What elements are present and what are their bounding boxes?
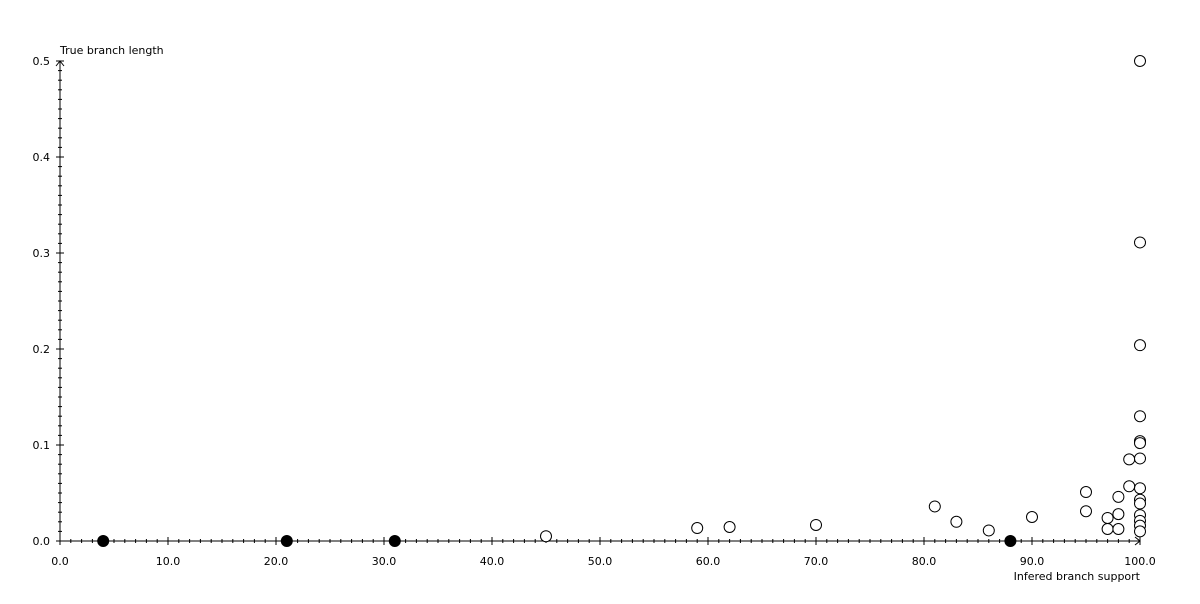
- open-data-point: [1101, 523, 1114, 535]
- open-data-point: [723, 520, 736, 533]
- open-data-point: [1112, 508, 1125, 521]
- open-data-point: [1134, 236, 1146, 249]
- open-data-point: [1026, 511, 1038, 523]
- filled-data-point: [1004, 535, 1017, 547]
- open-data-point: [982, 524, 995, 537]
- x-tick-label: 50.0: [588, 555, 613, 568]
- open-data-point: [1123, 453, 1136, 466]
- x-tick-label: 20.0: [264, 555, 289, 568]
- open-data-point: [1134, 410, 1146, 423]
- filled-data-point: [97, 535, 110, 547]
- x-tick-label: 10.0: [156, 555, 181, 568]
- y-tick-label: 0.2: [33, 343, 51, 356]
- open-data-point: [950, 515, 963, 528]
- x-tick-label: 0.0: [51, 555, 69, 568]
- open-data-point: [691, 522, 704, 535]
- y-tick-label: 0.4: [33, 151, 51, 164]
- open-data-point: [1123, 480, 1136, 493]
- x-axis-label: Infered branch support: [1014, 570, 1141, 583]
- x-tick-label: 60.0: [696, 555, 721, 568]
- y-tick-label: 0.3: [33, 247, 51, 260]
- axes: 0.0 10.0 20.0 30.0 40.0 50.0 60.0 70.0 80.0 90.0 1…: [33, 55, 1156, 568]
- open-data-point: [1112, 490, 1125, 503]
- x-tick-label: 90.0: [1020, 555, 1045, 568]
- open-data-point: [1080, 486, 1092, 499]
- x-tick-label: 40.0: [480, 555, 505, 568]
- x-tick-label: 80.0: [912, 555, 937, 568]
- x-tick-label: 100.0: [1124, 555, 1156, 568]
- open-data-point: [1134, 55, 1146, 67]
- open-data-point: [1101, 511, 1114, 524]
- filled-data-point: [280, 535, 293, 547]
- open-data-point: [928, 500, 941, 513]
- data-points: [97, 55, 1146, 547]
- y-tick-label: 0.1: [33, 439, 51, 452]
- open-data-point: [810, 518, 822, 531]
- open-data-point: [540, 530, 552, 543]
- y-tick-label: 0.0: [33, 535, 51, 548]
- open-data-point: [1134, 525, 1146, 538]
- open-data-point: [1134, 482, 1146, 495]
- open-data-point: [1080, 505, 1092, 518]
- x-tick-label: 70.0: [804, 555, 829, 568]
- open-data-point: [1134, 437, 1146, 450]
- filled-data-point: [388, 535, 401, 547]
- open-data-point: [1134, 452, 1146, 465]
- open-data-point: [1134, 339, 1146, 352]
- y-axis-label: True branch length: [59, 44, 164, 57]
- x-tick-label: 30.0: [372, 555, 397, 568]
- open-data-point: [1112, 523, 1125, 535]
- y-tick-label: 0.5: [33, 55, 51, 68]
- open-data-point: [1134, 497, 1146, 510]
